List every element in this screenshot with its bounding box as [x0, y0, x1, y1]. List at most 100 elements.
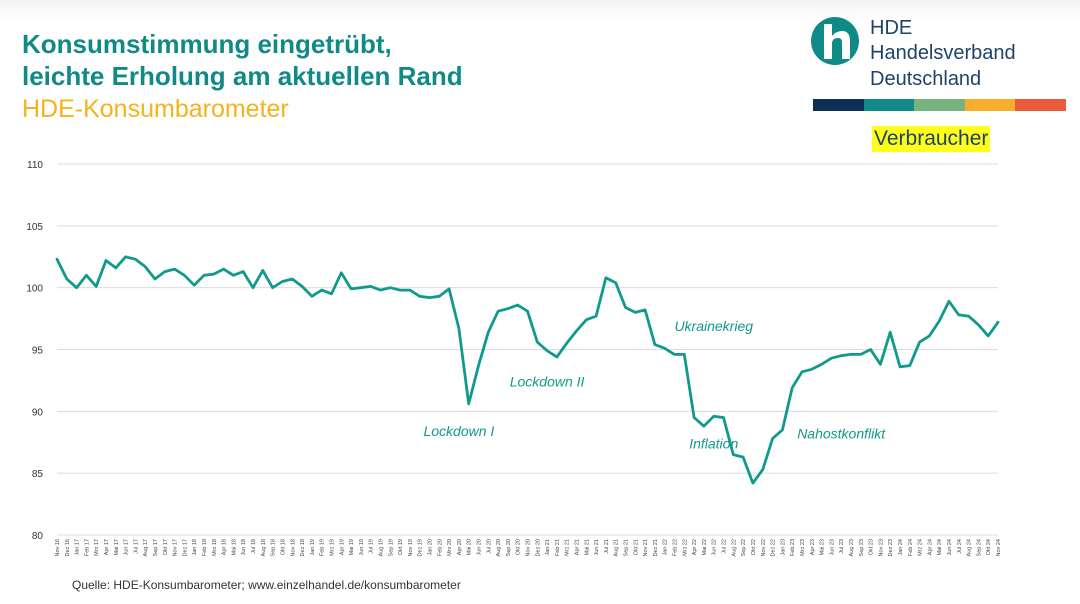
x-tick-label: Mrz 21	[565, 539, 571, 556]
x-tick-label: Nov 23	[878, 539, 884, 556]
x-tick-label: Apr 23	[810, 539, 816, 555]
x-tick-label: Feb 22	[673, 539, 679, 556]
x-tick-label: Feb 24	[908, 539, 914, 556]
title-line-1: Konsumstimmung eingetrübt,	[22, 29, 392, 59]
x-tick-label: Mrz 18	[212, 539, 218, 556]
x-tick-label: Mai 20	[467, 539, 473, 556]
x-tick-label: Feb 20	[437, 539, 443, 556]
x-tick-label: Mrz 23	[800, 539, 806, 556]
x-tick-label: Jun 18	[241, 539, 247, 556]
x-tick-label: Dez 22	[771, 539, 777, 556]
x-tick-label: Nov 21	[643, 539, 649, 556]
x-tick-label: Dez 23	[888, 539, 894, 556]
x-tick-label: Nov 22	[761, 539, 767, 556]
x-tick-label: Nov 16	[55, 539, 61, 556]
hde-logo-icon	[811, 17, 859, 65]
x-tick-label: Sep 19	[388, 539, 394, 556]
x-tick-label: Jan 22	[663, 539, 669, 556]
x-tick-label: Jun 21	[594, 539, 600, 556]
y-tick-label: 100	[26, 284, 43, 295]
x-tick-label: Dez 18	[300, 539, 306, 556]
x-tick-label: Apr 21	[575, 539, 581, 555]
logo-text-hde: HDE	[870, 17, 913, 39]
annotation-label: Lockdown I	[423, 423, 494, 439]
x-tick-label: Jul 19	[369, 539, 375, 554]
x-tick-label: Dez 21	[653, 539, 659, 556]
x-tick-label: Aug 17	[143, 539, 149, 556]
x-tick-label: Okt 24	[986, 539, 992, 555]
stripe-green	[914, 99, 965, 111]
x-tick-label: Aug 24	[967, 539, 973, 556]
konsumbarometer-line	[55, 255, 1000, 485]
top-band	[0, 0, 1080, 22]
x-tick-label: Apr 19	[339, 539, 345, 555]
x-tick-label: Jan 19	[310, 539, 316, 556]
x-tick-label: Sep 18	[271, 539, 277, 556]
y-tick-label: 105	[26, 222, 43, 233]
x-tick-label: Feb 17	[84, 539, 90, 556]
x-tick-label: Mrz 24	[918, 539, 924, 556]
x-tick-label: Jul 21	[604, 539, 610, 554]
x-tick-label: Apr 22	[692, 539, 698, 555]
annotation-label: Inflation	[689, 435, 738, 451]
x-tick-label: Feb 19	[320, 539, 326, 556]
x-tick-label: Jan 20	[427, 539, 433, 556]
y-tick-label: 85	[32, 469, 44, 480]
x-tick-label: Apr 18	[222, 539, 228, 555]
verbraucher-badge: Verbraucher	[872, 126, 991, 152]
x-tick-label: Jan 23	[780, 539, 786, 556]
x-tick-label: Feb 21	[555, 539, 561, 556]
x-tick-label: Nov 24	[996, 539, 1002, 556]
x-tick-label: Sep 21	[624, 539, 630, 556]
stripe-red	[1015, 99, 1066, 111]
stripe-teal	[863, 99, 915, 111]
x-tick-label: Aug 19	[378, 539, 384, 556]
x-tick-label: Jul 24	[957, 539, 963, 554]
y-tick-label: 80	[32, 531, 44, 542]
x-tick-label: Apr 17	[104, 539, 110, 555]
x-tick-label: Sep 17	[153, 539, 159, 556]
x-tick-label: Mai 18	[231, 539, 237, 556]
x-tick-label: Nov 17	[173, 539, 179, 556]
x-tick-label: Feb 18	[202, 539, 208, 556]
x-tick-label: Mrz 17	[94, 539, 100, 556]
x-tick-label: Dez 19	[418, 539, 424, 556]
y-tick-label: 95	[32, 346, 44, 357]
x-tick-label: Okt 19	[398, 539, 404, 555]
x-tick-label: Sep 24	[976, 539, 982, 556]
x-tick-label: Apr 20	[457, 539, 463, 555]
x-tick-label: Jun 24	[947, 539, 953, 556]
x-tick-label: Mai 21	[584, 539, 590, 556]
x-tick-label: Aug 18	[261, 539, 267, 556]
x-tick-label: Okt 18	[280, 539, 286, 555]
x-tick-label: Mai 24	[937, 539, 943, 556]
x-tick-label: Mai 19	[349, 539, 355, 556]
annotation-label: Lockdown II	[510, 374, 585, 390]
x-tick-label: Jun 23	[829, 539, 835, 556]
source-note: Quelle: HDE-Konsumbarometer; www.einzelh…	[72, 578, 461, 592]
x-tick-label: Jan 17	[75, 539, 81, 556]
logo-text-deutschland: Deutschland	[870, 68, 982, 90]
x-tick-label: Jun 17	[124, 539, 130, 556]
x-tick-label: Sep 23	[859, 539, 865, 556]
x-tick-label: Okt 23	[869, 539, 875, 555]
x-tick-label: Dez 20	[535, 539, 541, 556]
x-tick-label: Aug 20	[496, 539, 502, 556]
x-tick-label: Feb 23	[790, 539, 796, 556]
x-tick-label: Jun 22	[712, 539, 718, 556]
x-tick-label: Jul 17	[133, 539, 139, 554]
annotation-label: Nahostkonflikt	[797, 426, 886, 442]
logo-text-handelsverband: Handelsverband	[870, 42, 1016, 64]
x-tick-label: Okt 20	[516, 539, 522, 555]
x-tick-label: Apr 24	[927, 539, 933, 555]
title-line-2: leichte Erholung am aktuellen Rand	[22, 61, 463, 91]
x-tick-label: Nov 20	[526, 539, 532, 556]
x-tick-label: Okt 17	[163, 539, 169, 555]
x-tick-label: Jan 18	[192, 539, 198, 556]
x-tick-label: Jul 18	[251, 539, 257, 554]
x-tick-label: Sep 20	[506, 539, 512, 556]
x-tick-label: Mrz 20	[447, 539, 453, 556]
x-tick-label: Okt 21	[633, 539, 639, 555]
x-tick-label: Sep 22	[741, 539, 747, 556]
